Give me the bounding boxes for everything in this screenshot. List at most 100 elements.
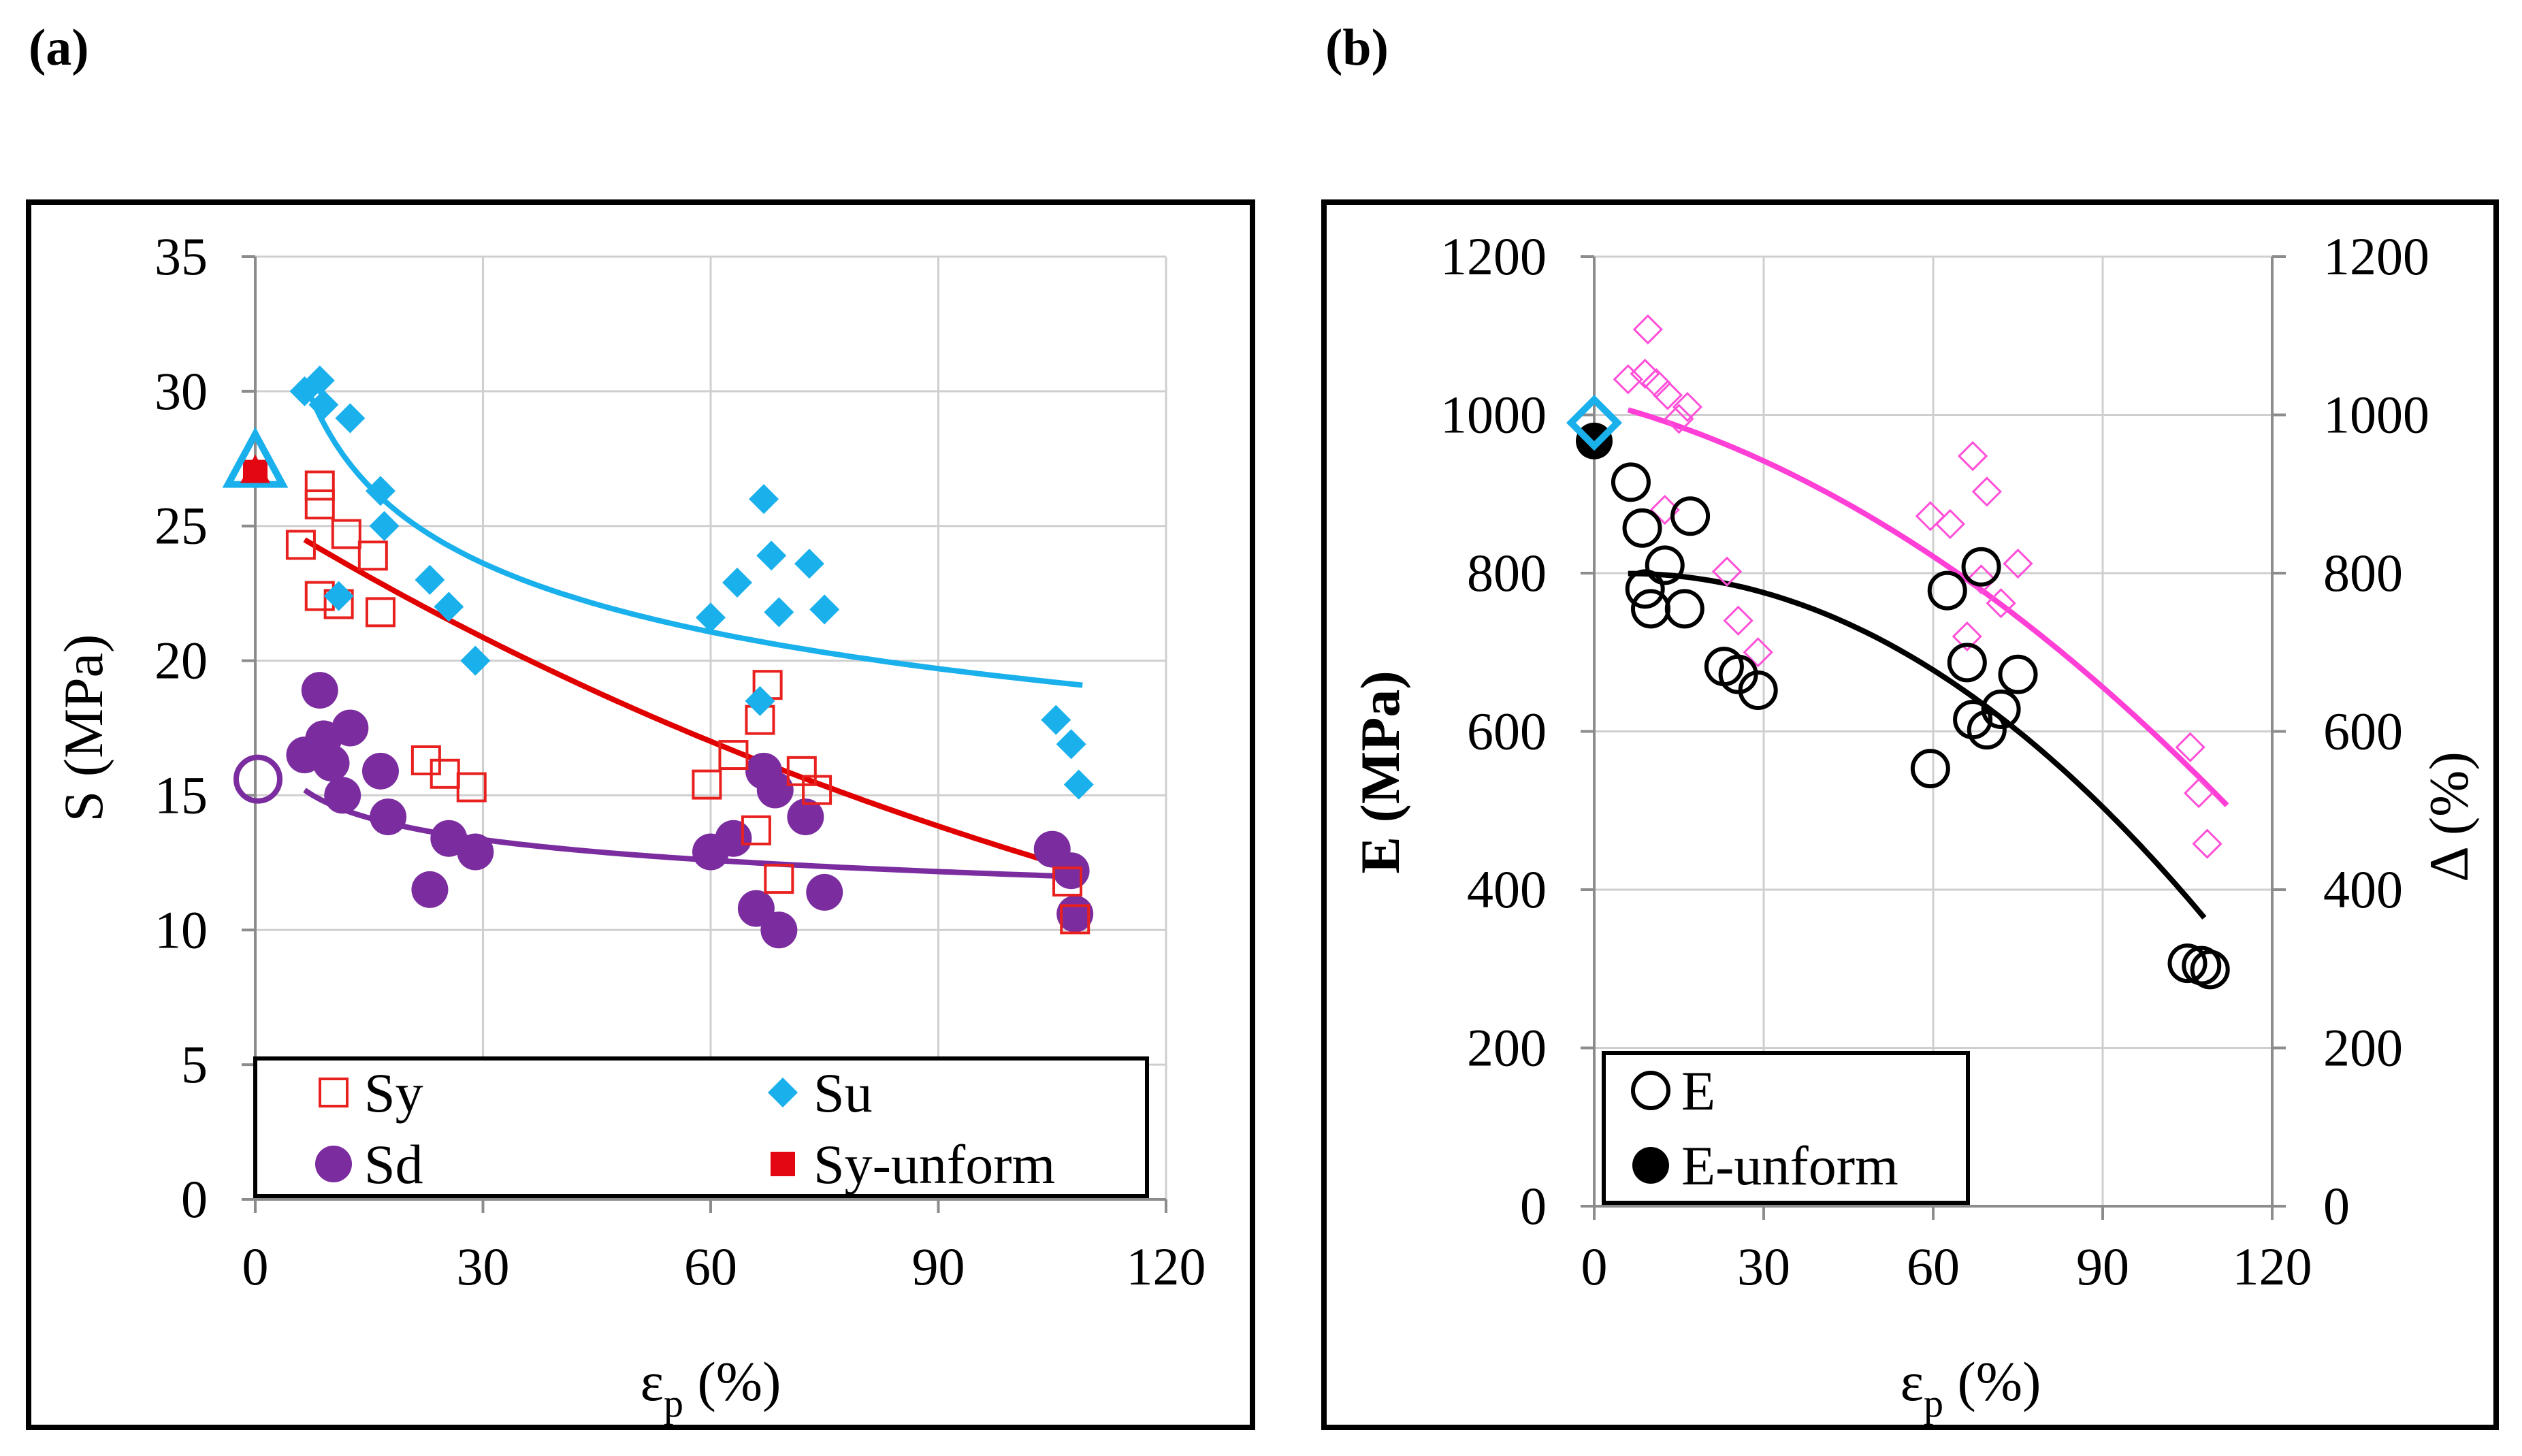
delta-point — [1723, 605, 1753, 636]
y2-tick-label: 0 — [2323, 1176, 2350, 1235]
su-point — [434, 592, 464, 622]
y2-axis-title: Δ (%) — [2418, 751, 2480, 882]
su-point — [323, 581, 354, 611]
x-tick-label: 90 — [912, 1237, 965, 1296]
sy-point — [718, 740, 749, 771]
sd-point — [457, 833, 494, 871]
e-point — [1927, 570, 1967, 611]
su-point — [460, 645, 491, 676]
su-point — [745, 685, 775, 716]
y-tick-label: 600 — [1467, 702, 1547, 761]
e-point — [2190, 950, 2230, 990]
sd-point — [324, 777, 361, 814]
su-point — [809, 594, 840, 625]
e_fit-trendline — [1628, 570, 2207, 920]
y-tick-label: 5 — [181, 1035, 208, 1094]
y-axis-title: S (MPa) — [52, 634, 114, 822]
delta-point — [1664, 404, 1694, 434]
delta-unform-marker — [1566, 395, 1623, 451]
sy-point — [365, 597, 395, 628]
y2-tick-label: 800 — [2323, 543, 2403, 602]
sy-unform-triangle — [240, 454, 270, 483]
x-axis-title-subscript: p — [1924, 1381, 1943, 1425]
sd-point — [1052, 852, 1090, 890]
x-axis-title: εp (%) — [641, 1350, 781, 1425]
legend-label-sd: Sd — [364, 1133, 423, 1195]
y-tick-label: 20 — [155, 631, 208, 690]
su-point — [722, 567, 753, 598]
e-point — [1611, 462, 1651, 502]
sd-point — [787, 798, 824, 836]
y2-tick-label: 400 — [2323, 860, 2403, 919]
sd-point — [301, 672, 338, 709]
legend-label-sy_unform: Sy-unform — [813, 1133, 1055, 1195]
e-point — [1631, 589, 1670, 629]
y2-tick-label: 1200 — [2323, 227, 2429, 286]
delta-point — [1672, 391, 1703, 422]
su-point — [756, 540, 787, 571]
delta-point — [1632, 314, 1663, 345]
y-tick-label: 0 — [1520, 1176, 1547, 1235]
su-point — [365, 476, 395, 506]
x-tick-label: 60 — [1907, 1237, 1960, 1296]
delta-point — [1966, 564, 1996, 595]
sy-point — [764, 864, 794, 894]
y-tick-label: 1200 — [1440, 227, 1547, 286]
x-axis-title-subscript: p — [664, 1381, 683, 1425]
sy-point — [1052, 867, 1083, 897]
delta-point — [1971, 476, 2002, 507]
sy-point — [456, 772, 487, 803]
panel-b-chart: (b)0200400600800100012000200400600800100… — [1321, 19, 2499, 1430]
x-axis-title-unit: (%) — [1943, 1350, 2041, 1412]
delta-point — [1630, 358, 1660, 389]
sy-point — [786, 756, 817, 786]
sd-point — [756, 771, 794, 809]
e-point — [1625, 569, 1665, 609]
e-point — [1645, 545, 1685, 585]
sd-point — [806, 873, 843, 911]
x-axis-title-symbol: ε — [1901, 1350, 1924, 1412]
sy-point — [1060, 904, 1090, 935]
y-tick-label: 15 — [155, 765, 208, 824]
legend: E E-unform — [1602, 1051, 1970, 1205]
delta-point — [1711, 556, 1743, 587]
legend-marker-e-unform — [1632, 1147, 1669, 1184]
sd-point — [332, 709, 369, 747]
x-tick-label: 0 — [242, 1237, 269, 1296]
e-point — [1622, 508, 1662, 548]
legend-label-su: Su — [813, 1062, 873, 1124]
legend-marker-su — [768, 1078, 798, 1107]
e-point — [1967, 710, 2007, 750]
x-axis-title-unit: (%) — [683, 1350, 781, 1412]
y-tick-label: 30 — [155, 361, 208, 421]
su-point — [369, 511, 400, 541]
sd-point — [411, 871, 449, 908]
delta-point — [1935, 508, 1966, 540]
sd-unform-marker — [233, 754, 282, 804]
delta-point — [1613, 364, 1643, 395]
delta-point — [2003, 548, 2033, 579]
legend-marker-sy_unform — [771, 1152, 795, 1176]
su-point — [335, 403, 366, 434]
sd-point — [760, 911, 798, 949]
y2-tick-label: 600 — [2323, 702, 2403, 761]
delta-point — [2192, 828, 2222, 859]
su-point — [764, 597, 794, 628]
su-point — [415, 564, 445, 595]
sd-point — [715, 820, 752, 857]
y-tick-label: 10 — [155, 900, 208, 959]
y-tick-label: 200 — [1467, 1018, 1547, 1078]
legend-box — [253, 1056, 1149, 1198]
legend-label-sy: Sy — [364, 1062, 423, 1124]
y-tick-label: 1000 — [1440, 385, 1547, 444]
sd-point — [370, 798, 407, 836]
y-tick-label: 400 — [1467, 860, 1547, 919]
x-axis-title: εp (%) — [1901, 1350, 2041, 1425]
sy-point — [304, 470, 335, 501]
su-point — [749, 484, 779, 515]
su_fit-trendline — [302, 379, 1083, 688]
legend-label-e: E — [1681, 1060, 1715, 1122]
delta-point — [1952, 621, 1982, 652]
sy-point — [741, 815, 771, 845]
sy-point — [285, 530, 316, 560]
